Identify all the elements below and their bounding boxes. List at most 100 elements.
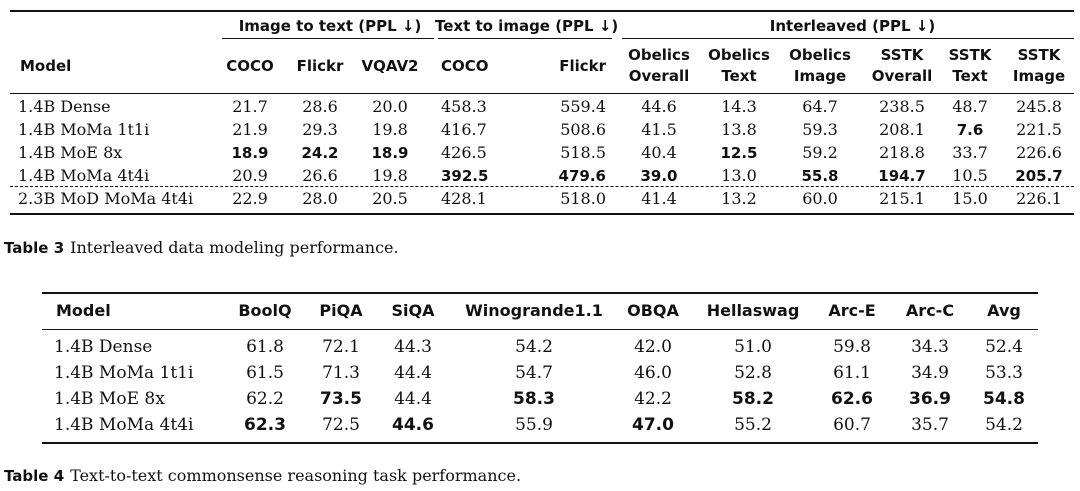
table-cell: 392.5 (441, 167, 489, 185)
table-cell: 59.8 (833, 337, 871, 357)
group-header-image-to-text: Image to text (PPL ↓) (238, 17, 422, 35)
table-cell: 226.6 (1016, 143, 1062, 162)
table-cell: 44.4 (394, 389, 432, 409)
table-cell: 33.7 (952, 143, 988, 162)
col-header-hellaswag: Hellaswag (706, 301, 800, 320)
table-cell: 14.3 (721, 97, 757, 116)
table-cell: 508.6 (560, 120, 606, 139)
group-header-text-to-image: Text to image (PPL ↓) (435, 17, 619, 35)
col-header-sstk-image: SSTK Image (1012, 46, 1066, 85)
table-cell: 48.7 (952, 97, 988, 116)
table-cell: 194.7 (878, 167, 926, 185)
table-cell: 559.4 (560, 97, 606, 116)
table-cell: 426.5 (441, 143, 487, 162)
col-header-arc-e: Arc-E (828, 301, 876, 320)
col-header-coco-i2t: COCO (226, 57, 274, 75)
col-header-coco-t2i: COCO (441, 57, 489, 75)
table-cell: 13.2 (721, 189, 757, 208)
table-cell: 416.7 (441, 120, 487, 139)
table-cell: 44.4 (394, 363, 432, 383)
table-cell: 34.9 (911, 363, 949, 383)
table-cell: 44.3 (394, 337, 432, 357)
table-cell: 47.0 (632, 415, 674, 435)
table-cell: 21.9 (232, 120, 268, 139)
table-4-caption: Table 4 Text-to-text commonsense reasonin… (4, 466, 521, 485)
group-underline-image-to-text (222, 38, 434, 39)
caption-text: Text-to-text commonsense reasoning task … (70, 466, 522, 485)
table-cell: 52.8 (734, 363, 772, 383)
header-rule (42, 329, 1038, 330)
table-cell: 428.1 (441, 189, 487, 208)
table-cell: 54.2 (985, 415, 1023, 435)
row-model-name: 1.4B MoMa 4t4i (18, 166, 150, 185)
header-rule (10, 93, 1074, 94)
table-cell: 55.9 (515, 415, 553, 435)
table-cell: 19.8 (372, 166, 408, 185)
col-header-vqav2: VQAV2 (361, 57, 419, 75)
top-rule (42, 292, 1038, 294)
table-cell: 41.4 (641, 189, 677, 208)
table-cell: 13.0 (721, 166, 757, 185)
table-cell: 72.5 (322, 415, 360, 435)
table-cell: 55.2 (734, 415, 772, 435)
col-header-model: Model (20, 57, 72, 75)
table-cell: 54.7 (515, 363, 553, 383)
table-cell: 15.0 (952, 189, 988, 208)
table-cell: 62.2 (246, 389, 284, 409)
table-cell: 39.0 (640, 167, 678, 185)
table-cell: 53.3 (985, 363, 1023, 383)
table-cell: 44.6 (392, 415, 434, 435)
table-cell: 12.5 (720, 144, 758, 162)
table-cell: 20.9 (232, 166, 268, 185)
dashed-rule (10, 186, 1074, 187)
table-cell: 22.9 (232, 189, 268, 208)
table-cell: 245.8 (1016, 97, 1062, 116)
caption-text: Interleaved data modeling performance. (70, 238, 399, 257)
col-header-avg: Avg (987, 301, 1021, 320)
row-model-name: 2.3B MoD MoMa 4t4i (18, 189, 194, 208)
group-underline-text-to-image (438, 38, 612, 39)
table-cell: 58.2 (732, 389, 774, 409)
col-header-obelics-text: Obelics Text (708, 46, 770, 85)
table-cell: 205.7 (1015, 167, 1063, 185)
col-header-piqa: PiQA (319, 301, 363, 320)
table-cell: 54.8 (983, 389, 1025, 409)
table-cell: 7.6 (956, 121, 984, 139)
col-header-sstk-overall: SSTK Overall (871, 46, 933, 85)
table-4: Model BoolQ PiQA SiQA Winogrande1.1 OBQA… (42, 292, 1038, 444)
table-cell: 54.2 (515, 337, 553, 357)
table-cell: 28.6 (302, 97, 338, 116)
table-cell: 73.5 (320, 389, 362, 409)
table-cell: 42.0 (634, 337, 672, 357)
table-cell: 226.1 (1016, 189, 1062, 208)
table-cell: 40.4 (641, 143, 677, 162)
table-cell: 208.1 (879, 120, 925, 139)
col-header-winogrande: Winogrande1.1 (465, 301, 603, 320)
table-cell: 18.9 (231, 144, 269, 162)
row-model-name: 1.4B MoMa 1t1i (18, 120, 150, 139)
caption-label: Table 3 (4, 239, 65, 257)
table-cell: 13.8 (721, 120, 757, 139)
group-header-interleaved: Interleaved (PPL ↓) (769, 17, 936, 35)
col-header-siqa: SiQA (391, 301, 435, 320)
table-cell: 458.3 (441, 97, 487, 116)
table-cell: 238.5 (879, 97, 925, 116)
table-cell: 218.8 (879, 143, 925, 162)
table-cell: 58.3 (513, 389, 555, 409)
row-model-name: 1.4B Dense (54, 337, 153, 357)
table-cell: 29.3 (302, 120, 338, 139)
table-cell: 64.7 (802, 97, 838, 116)
top-rule (10, 10, 1074, 12)
col-header-flickr-t2i: Flickr (559, 57, 606, 75)
table-cell: 44.6 (641, 97, 677, 116)
row-model-name: 1.4B MoE 8x (18, 143, 123, 162)
table-cell: 61.8 (246, 337, 284, 357)
table-cell: 518.0 (560, 189, 606, 208)
table-cell: 61.1 (833, 363, 871, 383)
bottom-rule (42, 442, 1038, 444)
bottom-rule (10, 213, 1074, 215)
table-cell: 46.0 (634, 363, 672, 383)
table-cell: 215.1 (879, 189, 925, 208)
row-model-name: 1.4B MoMa 1t1i (54, 363, 194, 383)
table-cell: 71.3 (322, 363, 360, 383)
